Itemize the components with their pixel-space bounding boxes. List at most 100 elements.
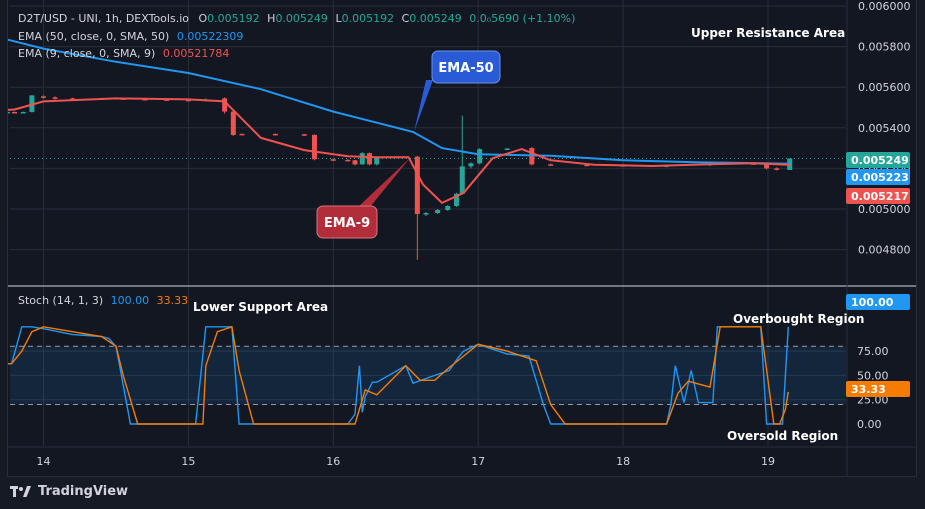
chart-canvas[interactable]: 14 15 16 17 18 190.0048000.0050000.0052000.00…	[0, 0, 916, 476]
value-badges: 0.005249 0.005223 0.005217 100.00 33.33	[846, 152, 910, 397]
ema50-badge: 0.005223	[846, 169, 910, 185]
close-price-badge: 0.005249	[846, 152, 910, 168]
x-tick-label: 15	[181, 455, 195, 468]
candle	[787, 158, 793, 171]
candle-body	[164, 99, 170, 101]
stoch-label: Stoch (14, 1, 3)	[18, 294, 104, 307]
close-value: 0.005249	[409, 12, 462, 25]
candle-body	[41, 96, 46, 98]
ema9-line	[0, 97, 790, 204]
change-value: 0.0₀5690 (+1.10%)	[469, 12, 576, 25]
ema50-callout-text: EMA-50	[438, 61, 493, 76]
stoch-legend[interactable]: Stoch (14, 1, 3) 100.00 33.33	[18, 294, 188, 307]
candle-body	[345, 159, 351, 162]
price-tick-label: 0.004800	[858, 244, 911, 257]
ema9-value: 0.00521784	[162, 47, 230, 60]
stoch-d-badge: 33.33	[846, 381, 910, 397]
ema9-badge: 0.005217	[846, 188, 910, 204]
price-tick-label: 0.005400	[858, 122, 911, 135]
candle-body	[359, 153, 365, 165]
price-tick-label: 0.005800	[858, 41, 911, 54]
candle	[423, 212, 429, 217]
candle-body	[52, 97, 58, 99]
ema50-value: 0.00522309	[176, 30, 244, 43]
ema9-callout-pointer	[358, 158, 410, 207]
candle-body	[445, 205, 451, 211]
candle	[52, 96, 58, 100]
close-label: C	[401, 12, 410, 25]
stoch-band-fill	[10, 346, 846, 405]
candle-body	[222, 98, 228, 112]
candle-body	[548, 164, 554, 166]
candle-body	[272, 133, 278, 136]
candle-body	[230, 111, 236, 135]
candle	[12, 111, 18, 114]
close-price-badge-text: 0.005249	[851, 154, 909, 167]
candle	[4, 111, 10, 114]
candle	[367, 152, 373, 166]
candle-body	[352, 160, 358, 165]
high-value: 0.005249	[275, 12, 328, 25]
price-tick-label: 0.005000	[858, 203, 911, 216]
candle-body	[20, 111, 26, 114]
candle-body	[435, 210, 441, 214]
ema9-callout-box	[316, 205, 378, 239]
x-tick-label: 18	[616, 455, 630, 468]
candle-body	[330, 159, 336, 161]
stoch-k-badge: 100.00	[846, 294, 910, 310]
oversold-label: Oversold Region	[727, 429, 838, 443]
candle-body	[4, 111, 10, 114]
high-label: H	[267, 12, 276, 25]
ema50-badge-box	[846, 169, 910, 185]
candle	[301, 133, 307, 136]
candle	[774, 167, 780, 171]
candle-body	[239, 133, 245, 136]
ema9-callout-text: EMA-9	[324, 216, 370, 231]
candle	[435, 209, 441, 215]
candle	[69, 97, 75, 100]
candle-body	[787, 158, 793, 171]
ema50-label: EMA (50, close, 0, SMA, 50)	[18, 30, 170, 43]
ema50-legend[interactable]: EMA (50, close, 0, SMA, 50) 0.00522309	[18, 30, 243, 43]
candle	[311, 134, 317, 161]
close-price-badge-box	[846, 152, 910, 168]
x-tick-label: 19	[761, 455, 775, 468]
ema9-legend[interactable]: EMA (9, close, 0, SMA, 9) 0.00521784	[18, 47, 229, 60]
candle-body	[423, 213, 429, 215]
candle-body	[468, 163, 474, 167]
stoch-tick-label: 0.00	[857, 418, 882, 431]
ema-lines	[0, 36, 790, 204]
candle	[459, 115, 465, 195]
stoch-k-value: 100.00	[110, 294, 150, 307]
chart-grid	[10, 0, 846, 446]
candle	[477, 148, 483, 165]
candle	[239, 133, 245, 136]
stoch-d-line	[0, 325, 789, 425]
price-tick-label: 0.005600	[858, 81, 911, 94]
price-tick-label: 0.006000	[858, 0, 911, 13]
candle-body	[477, 149, 483, 164]
candle-body	[414, 156, 420, 215]
candle	[272, 133, 278, 136]
candle	[445, 204, 451, 212]
upper-resistance-label: Upper Resistance Area	[691, 26, 845, 40]
candle	[20, 111, 26, 114]
overbought-label: Overbought Region	[733, 312, 864, 326]
x-tick-label: 17	[471, 455, 485, 468]
candle-body	[504, 148, 510, 151]
candle	[330, 158, 336, 161]
tradingview-label: TradingView	[38, 484, 129, 499]
ema9-callout: EMA-9	[316, 158, 410, 239]
candle	[468, 162, 474, 169]
stoch-d-badge-box	[846, 381, 910, 397]
ema50-callout-box	[431, 50, 501, 84]
candle-body	[764, 163, 770, 169]
x-tick-label: 16	[326, 455, 340, 468]
tradingview-logo[interactable]: TradingView	[10, 484, 128, 499]
candle-body	[301, 134, 307, 136]
candle	[222, 97, 228, 114]
open-label: O	[198, 12, 208, 25]
stoch-d-badge-text: 33.33	[851, 383, 886, 396]
stoch-d-value: 33.33	[156, 294, 189, 307]
tradingview-icon	[10, 485, 31, 497]
